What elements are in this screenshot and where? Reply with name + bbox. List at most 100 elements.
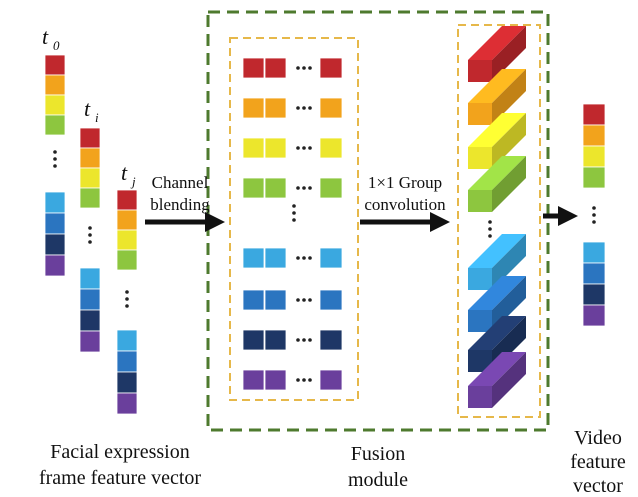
ellipsis-dot (308, 66, 312, 70)
feature-cell (243, 178, 264, 198)
feature-cell (583, 263, 605, 284)
ellipsis-dot (296, 146, 300, 150)
ellipsis-dot (302, 378, 306, 382)
diagram: t 0 t i t j Channel blending 1×1 Group c… (0, 0, 638, 497)
feature-cell (320, 138, 342, 158)
feature-cell (243, 370, 264, 390)
frame-subscript: j (130, 174, 136, 189)
caption: feature (570, 451, 626, 473)
ellipsis-dot (302, 66, 306, 70)
ellipsis-dot (53, 164, 57, 168)
feature-cell (243, 290, 264, 310)
feature-cell (80, 289, 100, 310)
feature-cell (243, 98, 264, 118)
feature-cell (117, 330, 137, 351)
ellipsis-dot (308, 256, 312, 260)
caption: vector (573, 475, 623, 497)
ellipsis-dot (292, 218, 296, 222)
ellipsis-dot (296, 256, 300, 260)
ellipsis-dot (292, 211, 296, 215)
feature-cell (243, 248, 264, 268)
feature-cell (583, 125, 605, 146)
feature-cell (243, 330, 264, 350)
frame-symbol: t (42, 24, 49, 49)
caption: Video (574, 427, 622, 449)
ellipsis-dot (302, 146, 306, 150)
ellipsis-dot (302, 338, 306, 342)
ellipsis-dot (308, 338, 312, 342)
feature-cell (117, 393, 137, 414)
ellipsis-dot (308, 106, 312, 110)
frame-symbol: t (121, 160, 128, 185)
feature-cell (265, 98, 286, 118)
feature-cell (117, 210, 137, 230)
frame-subscript: i (95, 110, 99, 125)
bar-front (468, 268, 492, 290)
bar-front (468, 190, 492, 212)
feature-cell (80, 168, 100, 188)
ellipsis-dot (308, 298, 312, 302)
feature-cell (80, 188, 100, 208)
feature-cell (265, 58, 286, 78)
ellipsis-dot (53, 150, 57, 154)
feature-cell (80, 331, 100, 352)
feature-cell (583, 146, 605, 167)
feature-cell (45, 213, 65, 234)
feature-cell (320, 178, 342, 198)
feature-cell (117, 190, 137, 210)
feature-cell (45, 234, 65, 255)
feature-cell (583, 104, 605, 125)
ellipsis-dot (53, 157, 57, 161)
feature-cell (45, 192, 65, 213)
feature-cell (320, 98, 342, 118)
ellipsis-dot (296, 378, 300, 382)
feature-cell (117, 230, 137, 250)
frame-subscript: 0 (53, 38, 60, 53)
bar-front (468, 310, 492, 332)
ellipsis-dot (296, 66, 300, 70)
feature-cell (265, 138, 286, 158)
bar-front (468, 60, 492, 82)
feature-cell (265, 290, 286, 310)
feature-cell (45, 75, 65, 95)
feature-cell (117, 250, 137, 270)
feature-cell (45, 115, 65, 135)
feature-cell (320, 248, 342, 268)
ellipsis-dot (88, 233, 92, 237)
ellipsis-dot (488, 227, 492, 231)
ellipsis-dot (592, 220, 596, 224)
ellipsis-dot (296, 106, 300, 110)
feature-cell (265, 370, 286, 390)
ellipsis-dot (302, 298, 306, 302)
ellipsis-dot (125, 290, 129, 294)
feature-cell (320, 58, 342, 78)
caption: Fusion (351, 443, 405, 465)
feature-cell (243, 138, 264, 158)
feature-cell (265, 330, 286, 350)
ellipsis-dot (296, 298, 300, 302)
feature-cell (80, 310, 100, 331)
feature-cell (320, 290, 342, 310)
feature-cell (45, 255, 65, 276)
arrow-label: 1×1 Group (368, 173, 442, 192)
caption: frame feature vector (39, 467, 201, 489)
arrow-label: convolution (364, 195, 446, 214)
feature-cell (117, 372, 137, 393)
feature-cell (583, 305, 605, 326)
ellipsis-dot (302, 186, 306, 190)
ellipsis-dot (296, 338, 300, 342)
feature-cell (265, 178, 286, 198)
ellipsis-dot (308, 146, 312, 150)
arrow-label: Channel (152, 173, 209, 192)
ellipsis-dot (592, 213, 596, 217)
ellipsis-dot (308, 378, 312, 382)
bar-front (468, 386, 492, 408)
ellipsis-dot (88, 226, 92, 230)
feature-cell (117, 351, 137, 372)
feature-cell (80, 128, 100, 148)
ellipsis-dot (88, 240, 92, 244)
ellipsis-dot (592, 206, 596, 210)
caption: module (348, 469, 408, 491)
feature-cell (583, 167, 605, 188)
caption: Facial expression (50, 441, 189, 463)
